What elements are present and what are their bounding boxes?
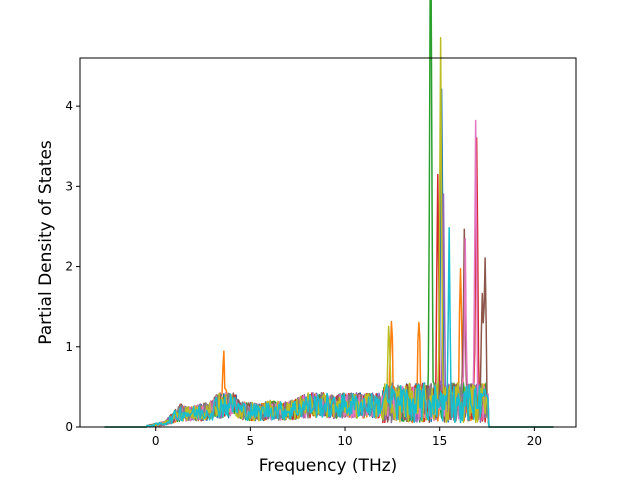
x-tick-label: 10 [337, 434, 352, 448]
x-axis-label: Frequency (THz) [259, 456, 398, 476]
x-axis-ticks: 0 5 10 15 20 [152, 427, 542, 448]
plot-frame [79, 57, 577, 428]
y-tick-label: 0 [65, 420, 73, 434]
x-tick-label: 5 [247, 434, 255, 448]
y-tick-label: 2 [65, 260, 73, 274]
x-tick-label: 15 [432, 434, 447, 448]
series-layer [104, 0, 554, 428]
series-line-0 [104, 88, 554, 428]
y-tick-label: 3 [65, 179, 73, 193]
series-line-9 [104, 226, 554, 428]
y-tick-label: 1 [65, 340, 73, 354]
y-axis-label: Partial Density of States [36, 140, 56, 345]
x-tick-label: 20 [527, 434, 542, 448]
x-tick-label: 0 [152, 434, 160, 448]
y-tick-label: 4 [65, 99, 73, 113]
y-axis-ticks: 0 1 2 3 4 [65, 99, 80, 434]
